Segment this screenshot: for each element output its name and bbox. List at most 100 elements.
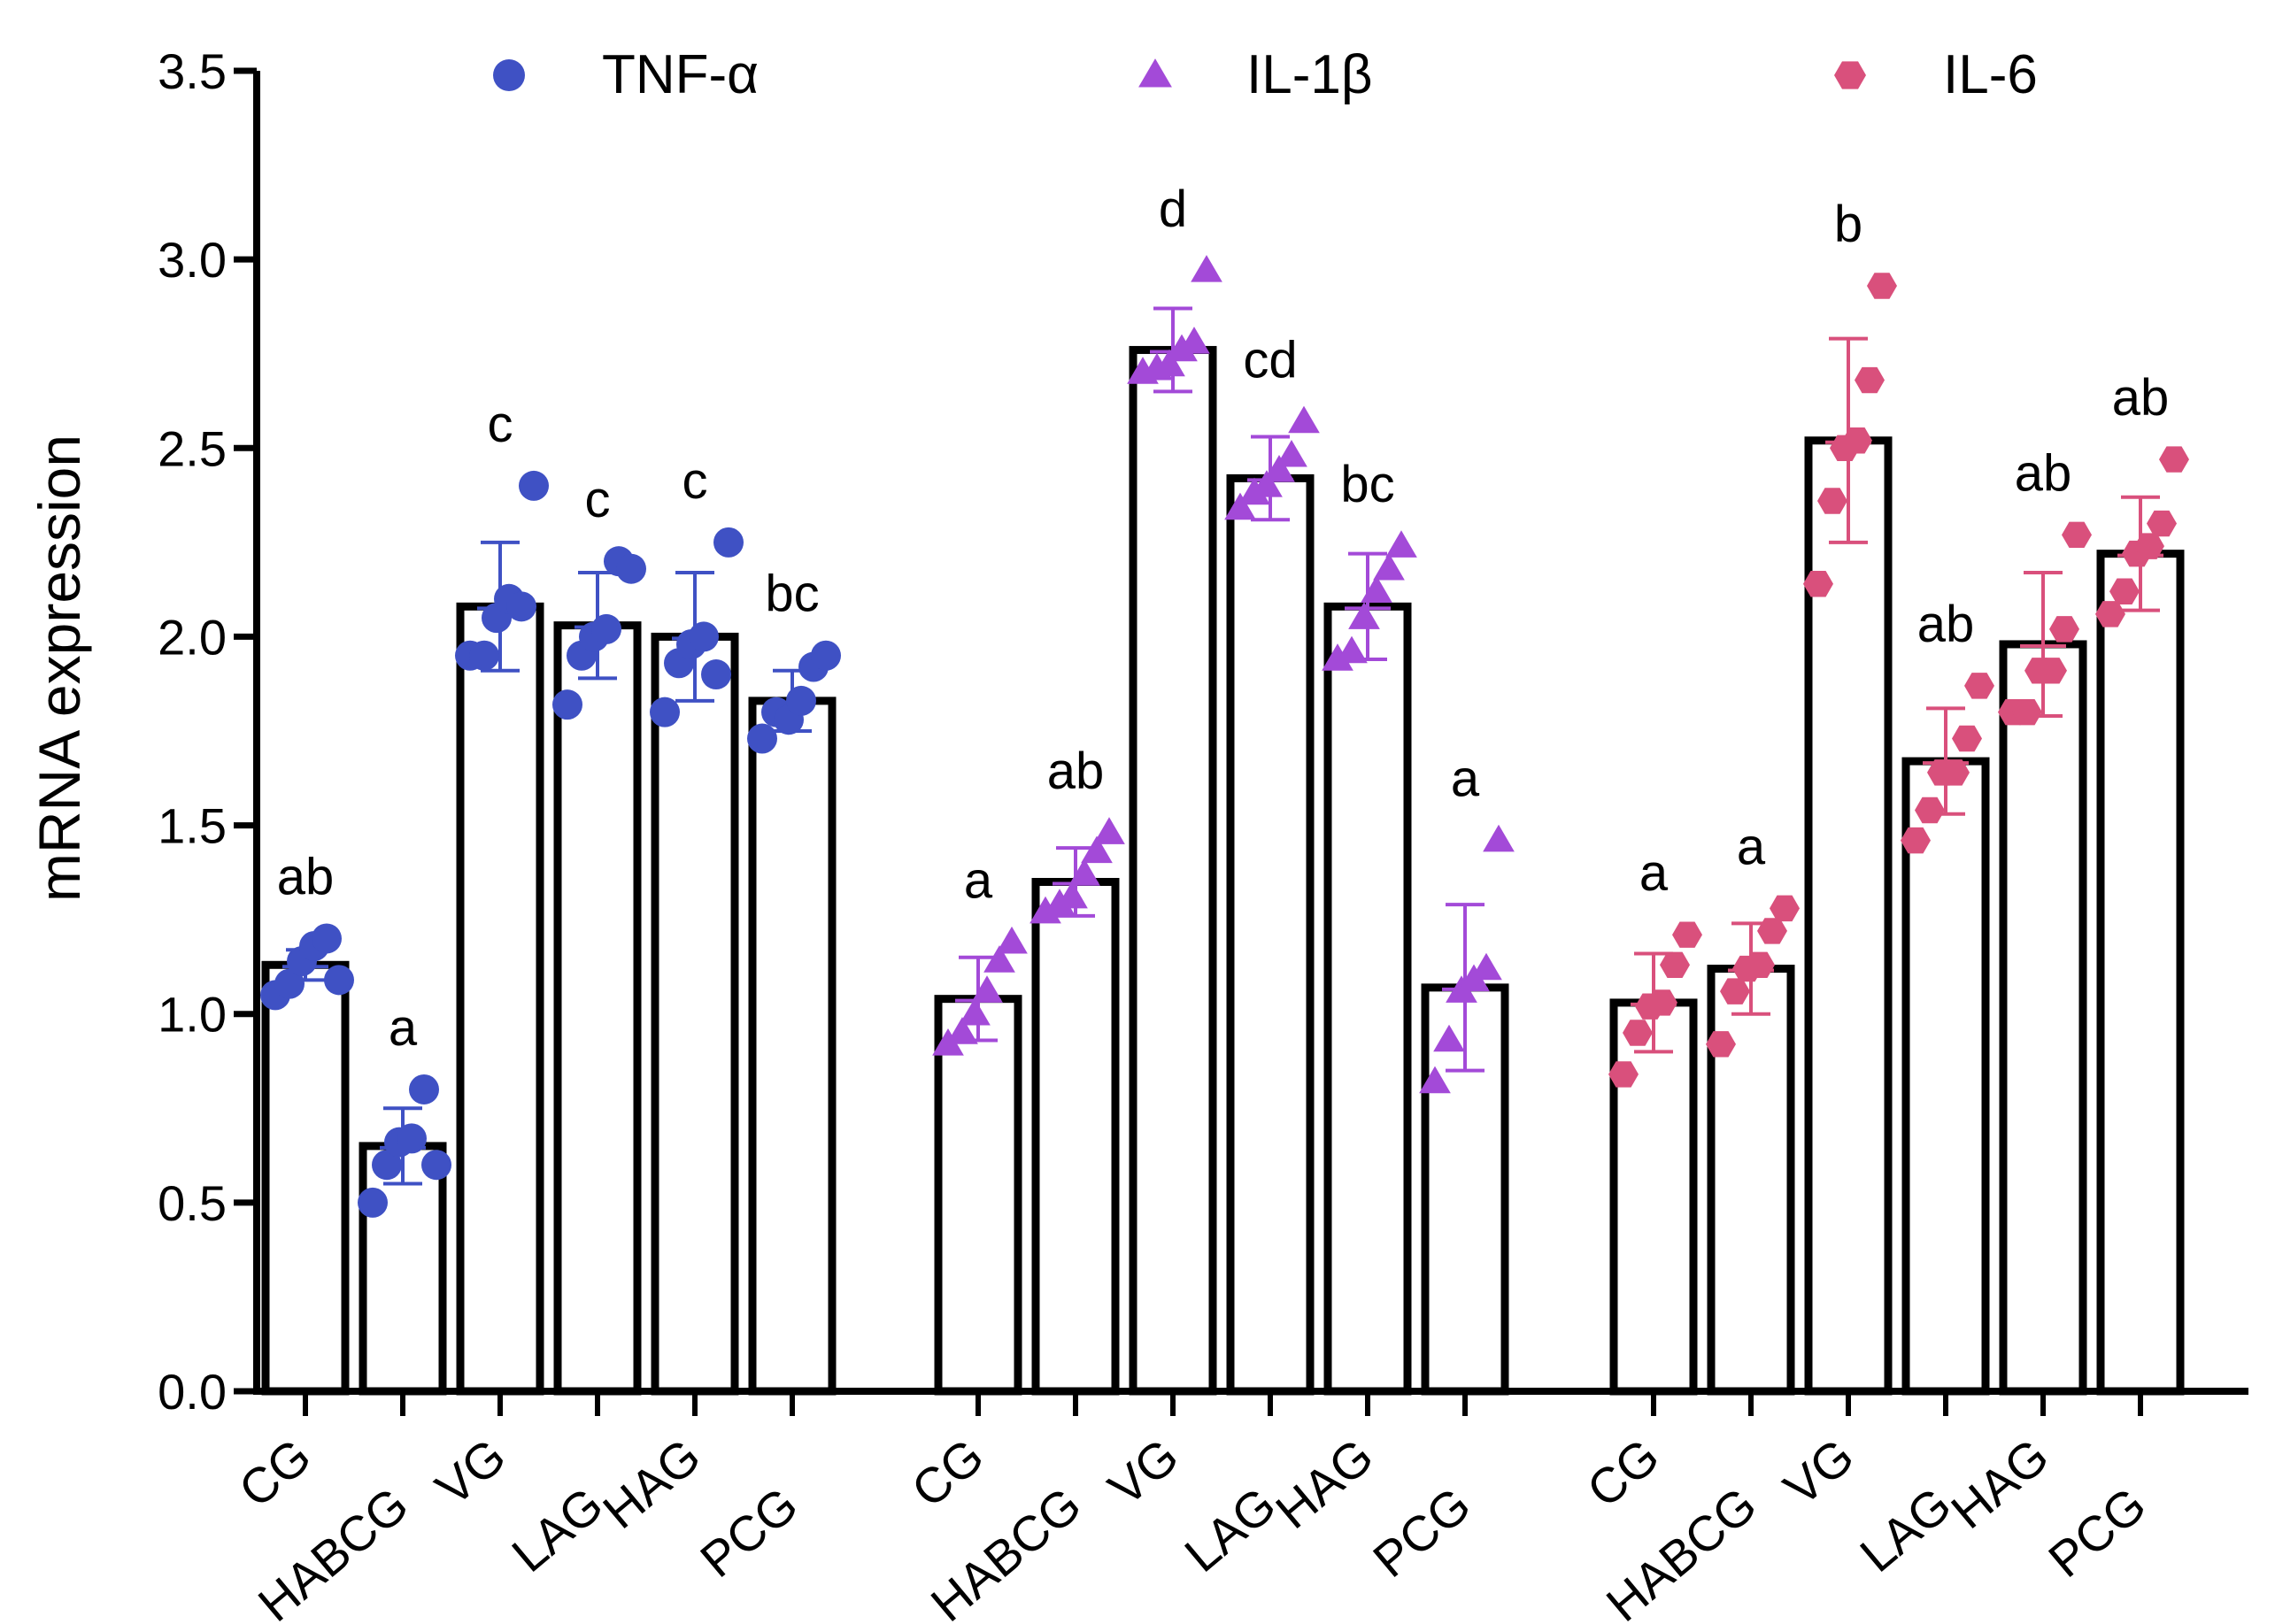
data-point	[506, 591, 536, 622]
legend-label: TNF-α	[602, 44, 759, 105]
y-ticks-layer: 0.0 0.5 1.0 1.5 2.0 2.5 3.0 3.5	[158, 43, 257, 1420]
data-point	[1757, 918, 1787, 944]
data-point	[996, 926, 1028, 954]
data-point	[1361, 575, 1392, 604]
significance-letter: a	[1639, 844, 1669, 902]
legend: TNF-α IL-1β IL-6	[493, 44, 2038, 105]
data-point	[372, 1150, 402, 1181]
data-point	[1952, 725, 1982, 752]
y-tick-label: 3.5	[158, 43, 227, 99]
x-tick-label: VG	[425, 1428, 515, 1516]
x-tick-label: VG	[1098, 1428, 1188, 1516]
data-point	[1660, 951, 1690, 979]
bar	[1901, 757, 1990, 1396]
significance-letter: ab	[2015, 444, 2072, 502]
data-point	[1483, 824, 1515, 852]
data-point	[1842, 427, 1872, 454]
data-point	[786, 685, 816, 716]
significance-letter: ab	[1917, 596, 1975, 653]
data-point	[2134, 533, 2164, 559]
x-tick-label: HAG	[1265, 1428, 1383, 1539]
data-point	[1915, 797, 1945, 824]
x-tick-label: CG	[1577, 1428, 1670, 1518]
legend-marker	[493, 59, 525, 91]
data-point	[312, 923, 342, 954]
data-point	[1056, 881, 1088, 909]
bar	[1999, 640, 2087, 1396]
bar	[553, 621, 642, 1396]
y-tick-label: 0.5	[158, 1175, 227, 1231]
data-point	[1263, 455, 1295, 482]
data-point	[1068, 858, 1100, 886]
significance-letter: a	[1737, 818, 1766, 875]
bar	[1609, 998, 1698, 1396]
legend-label: IL-1β	[1246, 44, 1373, 105]
data-point	[1817, 488, 1847, 514]
significance-letter: ab	[277, 848, 335, 905]
data-point	[1238, 477, 1270, 505]
data-point	[1855, 366, 1885, 394]
data-point	[1178, 327, 1210, 354]
significance-letter: ab	[1047, 743, 1105, 800]
x-tick-label: PCG	[1362, 1476, 1480, 1588]
x-tick-label: VG	[1773, 1428, 1863, 1516]
data-point	[2147, 510, 2177, 537]
bar	[2096, 550, 2185, 1396]
data-point	[1153, 349, 1185, 377]
data-point	[358, 1187, 388, 1218]
data-point	[2109, 578, 2140, 604]
significance-letter: c	[585, 471, 611, 528]
bar	[651, 632, 739, 1396]
x-ticks-layer: CGHABCGVGLAGHAGPCGCGHABCGVGLAGHAGPCGCGHA…	[228, 1391, 2156, 1624]
significance-letter: c	[488, 396, 513, 453]
data-point	[1940, 759, 1970, 786]
data-point	[591, 613, 621, 644]
data-point	[519, 470, 549, 501]
data-point	[747, 723, 777, 754]
data-points-layer	[260, 255, 2189, 1218]
data-point	[1081, 835, 1113, 864]
data-point	[1706, 1031, 1736, 1058]
bar	[1804, 436, 1893, 1396]
bar	[1031, 878, 1120, 1396]
data-point	[274, 968, 305, 999]
data-point	[959, 997, 991, 1026]
data-point	[1030, 896, 1061, 924]
y-tick-label: 1.5	[158, 798, 227, 854]
data-point	[983, 945, 1015, 973]
significance-letter: bc	[1340, 456, 1394, 513]
data-point	[1276, 439, 1307, 467]
data-point	[1901, 827, 1931, 854]
bar	[1129, 345, 1217, 1396]
data-point	[1093, 817, 1125, 844]
axes-layer	[253, 71, 2248, 1395]
data-point	[1867, 273, 1897, 299]
legend-label: IL-6	[1943, 44, 2038, 105]
bars-layer	[261, 345, 2185, 1396]
legend-marker	[1834, 61, 1866, 89]
data-point	[811, 640, 841, 671]
data-point	[1720, 978, 1750, 1004]
data-point	[2037, 658, 2067, 684]
y-tick-label: 3.0	[158, 232, 227, 288]
data-point	[713, 527, 744, 558]
y-tick-label: 1.0	[158, 987, 227, 1043]
data-point	[650, 697, 680, 727]
data-point	[701, 659, 731, 690]
data-point	[2012, 698, 2042, 726]
data-point	[1322, 643, 1353, 671]
significance-letter: a	[964, 852, 993, 910]
data-point	[2049, 616, 2079, 643]
data-point	[2095, 601, 2125, 627]
bar	[456, 602, 544, 1396]
y-axis-title: mRNA expression	[27, 435, 92, 902]
data-point	[971, 975, 1003, 1003]
data-point	[1623, 1020, 1653, 1046]
data-point	[397, 1123, 427, 1154]
data-point	[552, 689, 582, 720]
data-point	[1433, 1024, 1465, 1052]
data-point	[1224, 492, 1256, 520]
significance-letter: a	[1451, 750, 1480, 808]
